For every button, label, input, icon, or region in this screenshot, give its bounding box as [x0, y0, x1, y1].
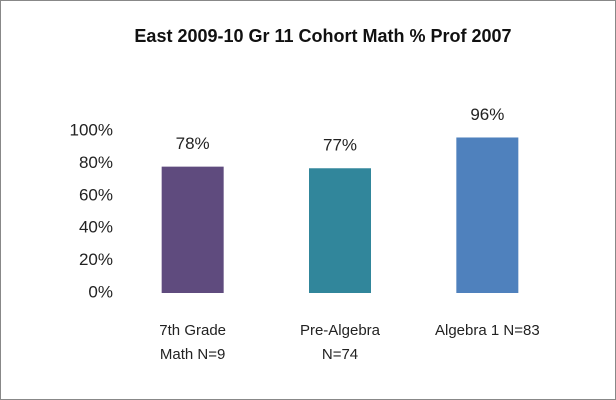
y-tick-label: 0% [88, 282, 113, 301]
data-label: 78% [176, 134, 210, 153]
data-label: 77% [323, 136, 357, 155]
y-tick-label: 100% [70, 120, 113, 139]
y-tick-label: 60% [79, 185, 113, 204]
y-tick-label: 20% [79, 250, 113, 269]
chart-title: East 2009-10 Gr 11 Cohort Math % Prof 20… [134, 26, 512, 46]
data-label: 96% [470, 105, 504, 124]
bar [456, 137, 519, 293]
bar [161, 166, 224, 293]
y-tick-label: 40% [79, 218, 113, 237]
bar [309, 168, 371, 293]
x-tick-label: 7th Grade Math N=9 [159, 322, 227, 363]
x-tick-label: Pre-Algebra N=74 [299, 322, 381, 363]
y-tick-label: 80% [79, 153, 113, 172]
x-tick-label: Algebra 1 N=83 [435, 322, 540, 339]
